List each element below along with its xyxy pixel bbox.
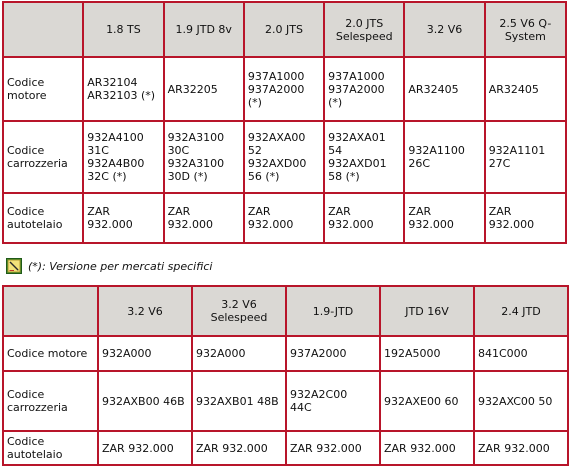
table-row: Codice carrozzeria 932AXB00 46B 932AXB01… <box>2 370 569 432</box>
table-cell: ZAR 932.000 <box>162 192 245 244</box>
footnote: (*): Versione per mercati specifici <box>6 257 212 275</box>
table-row: Codice motore AR32104 AR32103 (*) AR3220… <box>1 56 568 122</box>
row-label: Codice autotelaio <box>1 192 85 244</box>
row-label: Codice motore <box>1 56 85 122</box>
table-cell: 937A1000 937A2000 (*) <box>242 56 326 122</box>
table-cell: 932A1100 26C <box>403 120 486 194</box>
column-header: 3.2 V6 <box>97 285 193 337</box>
engine-codes-table-2: 3.2 V6 3.2 V6 Selespeed 1.9-JTD JTD 16V … <box>2 285 569 466</box>
table-cell: 932AXA00 52 932AXD00 56 (*) <box>242 120 326 194</box>
column-header: 2.0 JTS Selespeed <box>323 1 406 58</box>
column-header: 2.0 JTS <box>242 1 326 58</box>
table-cell: AR32405 <box>403 56 486 122</box>
table-cell: 932A000 <box>97 335 193 372</box>
table-cell: 937A1000 937A2000 (*) <box>323 56 406 122</box>
table-cell: ZAR 932.000 <box>323 192 406 244</box>
column-header: 3.2 V6 <box>403 1 486 58</box>
row-label: Codice carrozzeria <box>1 120 85 194</box>
engine-codes-table-1: 1.8 TS 1.9 JTD 8v 2.0 JTS 2.0 JTS Selesp… <box>1 1 568 244</box>
table-cell: 932A2C00 44C <box>285 370 381 432</box>
row-label: Codice autotelaio <box>2 430 99 466</box>
table-cell: AR32405 <box>483 56 568 122</box>
header-corner-cell <box>2 285 99 337</box>
column-header: 3.2 V6 Selespeed <box>191 285 287 337</box>
table-cell: ZAR 932.000 <box>285 430 381 466</box>
column-header: 2.4 JTD <box>473 285 569 337</box>
table-cell: 932A000 <box>191 335 287 372</box>
table-cell: 841C000 <box>473 335 569 372</box>
table-cell: 932AXC00 50 <box>473 370 569 432</box>
table-cell: 932AXA01 54 932AXD01 58 (*) <box>323 120 406 194</box>
table-cell: AR32205 <box>162 56 245 122</box>
row-label: Codice motore <box>2 335 99 372</box>
table-cell: ZAR 932.000 <box>82 192 165 244</box>
table-header-row: 3.2 V6 3.2 V6 Selespeed 1.9-JTD JTD 16V … <box>2 285 569 337</box>
table-cell: 932AXB01 48B <box>191 370 287 432</box>
table-cell: 932A3100 30C 932A3100 30D (*) <box>162 120 245 194</box>
table-cell: 932A4100 31C 932A4B00 32C (*) <box>82 120 165 194</box>
table-cell: ZAR 932.000 <box>191 430 287 466</box>
column-header: 1.9-JTD <box>285 285 381 337</box>
table-cell: ZAR 932.000 <box>403 192 486 244</box>
table-cell: AR32104 AR32103 (*) <box>82 56 165 122</box>
table-row: Codice carrozzeria 932A4100 31C 932A4B00… <box>1 120 568 194</box>
table-row: Codice autotelaio ZAR 932.000 ZAR 932.00… <box>2 430 569 466</box>
table-row: Codice motore 932A000 932A000 937A2000 1… <box>2 335 569 372</box>
table-header-row: 1.8 TS 1.9 JTD 8v 2.0 JTS 2.0 JTS Selesp… <box>1 1 568 58</box>
table-cell: ZAR 932.000 <box>242 192 326 244</box>
table-cell: 932AXE00 60 <box>379 370 475 432</box>
table-cell: ZAR 932.000 <box>483 192 568 244</box>
table-cell: 932A1101 27C <box>483 120 568 194</box>
table-cell: ZAR 932.000 <box>473 430 569 466</box>
footnote-text: (*): Versione per mercati specifici <box>28 259 213 273</box>
row-label: Codice carrozzeria <box>2 370 99 432</box>
column-header: 2.5 V6 Q- System <box>483 1 568 58</box>
column-header: JTD 16V <box>379 285 475 337</box>
table-cell: 932AXB00 46B <box>97 370 193 432</box>
header-corner-cell <box>1 1 85 58</box>
table-cell: ZAR 932.000 <box>97 430 193 466</box>
table-cell: ZAR 932.000 <box>379 430 475 466</box>
column-header: 1.9 JTD 8v <box>162 1 245 58</box>
table-cell: 192A5000 <box>379 335 475 372</box>
table-cell: 937A2000 <box>285 335 381 372</box>
table-row: Codice autotelaio ZAR 932.000 ZAR 932.00… <box>1 192 568 244</box>
column-header: 1.8 TS <box>82 1 165 58</box>
note-icon <box>6 258 22 274</box>
